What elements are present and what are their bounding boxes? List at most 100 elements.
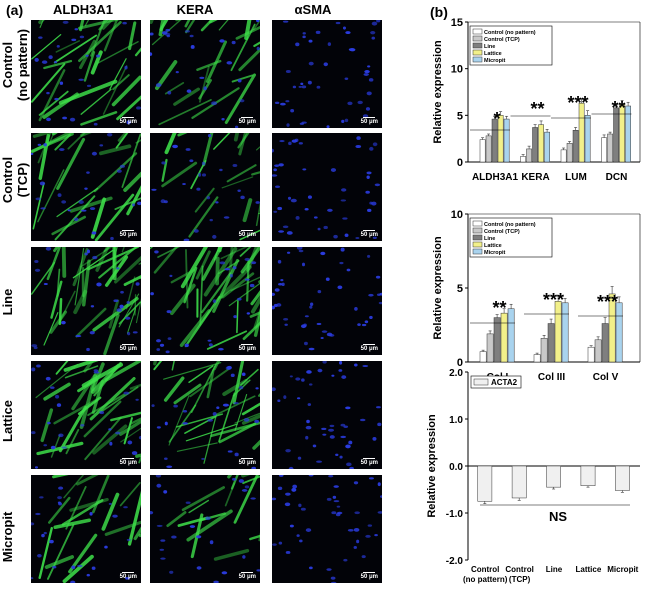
scale-bar-label: 50 μm (361, 572, 378, 580)
micrograph-control-tcp-asma: 50 μm (272, 133, 382, 241)
chart-2-y-tick-label: 10 (451, 209, 463, 221)
chart-2-bar (534, 355, 540, 362)
chart-2-bar (602, 324, 608, 362)
chart-1-y-axis-label: Relative expression (432, 40, 444, 144)
chart-3-bar (615, 466, 629, 490)
row-header-line: Line (0, 247, 30, 357)
chart-1-bar (608, 134, 613, 162)
chart-3-y-tick-label: 1.0 (449, 415, 463, 426)
chart-3-legend-swatch (474, 379, 488, 385)
scale-bar-label: 50 μm (239, 117, 256, 125)
chart-3-y-axis-label: Relative expression (426, 414, 438, 518)
chart-1-legend-swatch (473, 43, 482, 48)
chart-2-legend-label: Control (no pattern) (484, 222, 536, 228)
chart-2-bar (616, 303, 622, 362)
chart-2-bar (562, 303, 568, 362)
chart-1-bar (539, 125, 544, 162)
chart-1-bar (498, 115, 503, 162)
chart-3-significance-mark: NS (549, 509, 567, 524)
chart-2-legend-label: Control (TCP) (484, 229, 520, 235)
scale-bar-label: 50 μm (120, 344, 137, 352)
micrograph-lattice-aldh3a1: 50 μm (31, 361, 141, 469)
chart-1-bar (626, 106, 631, 162)
micrograph-control-tcp-aldh3a1: 50 μm (31, 133, 141, 241)
chart-1-legend-label: Micropit (484, 58, 506, 64)
chart-1-x-tick-label: DCN (606, 172, 628, 183)
chart-1-legend-swatch (473, 57, 482, 62)
chart-1-bar (614, 108, 619, 162)
chart-2-legend-label: Micropit (484, 250, 506, 256)
chart-3-x-tick-label: (no pattern) (463, 575, 508, 584)
chart-1-bar (504, 119, 509, 162)
column-header-asma: αSMA (258, 2, 368, 17)
micrograph-control-tcp-kera: 50 μm (150, 133, 260, 241)
chart-3-bar (547, 466, 561, 487)
row-header-control-no-pattern: Control (no pattern) (0, 10, 30, 120)
panel-b-label: (b) (430, 4, 448, 20)
chart-1-x-tick-label: LUM (565, 172, 587, 183)
chart-3-x-tick-label: Control (471, 565, 499, 574)
chart-1-bar (480, 140, 485, 162)
micrograph-control-no-pattern-asma: 50 μm (272, 20, 382, 128)
micrograph-control-no-pattern-kera: 50 μm (150, 20, 260, 128)
chart-2-bar (494, 318, 500, 362)
chart-3-x-tick-label: Line (546, 565, 563, 574)
chart-2-bar (555, 301, 561, 362)
chart-2-legend-swatch (473, 228, 482, 233)
row-header-lattice: Lattice (0, 366, 30, 476)
chart-3-x-tick-label: Micropit (607, 565, 638, 574)
micrograph-control-no-pattern-aldh3a1: 50 μm (31, 20, 141, 128)
chart-1-legend-box (470, 26, 552, 65)
chart-3-y-tick-label: -2.0 (446, 556, 464, 567)
chart-1-significance-mark: ** (611, 98, 625, 118)
chart-2-significance-mark: *** (543, 290, 564, 310)
chart-2-bar (508, 309, 514, 362)
chart-1-legend-swatch (473, 36, 482, 41)
chart-1-bar (567, 143, 572, 162)
micrograph-micropit-kera: 50 μm (150, 475, 260, 583)
scale-bar-label: 50 μm (239, 230, 256, 238)
chart-1-bar (585, 115, 590, 162)
scale-bar-label: 50 μm (361, 117, 378, 125)
chart-1-legend-label: Control (TCP) (484, 37, 520, 43)
chart-3-x-tick-label: Control (505, 565, 533, 574)
chart-2-legend-swatch (473, 235, 482, 240)
chart-2-y-tick-label: 5 (457, 283, 463, 295)
chart-3-x-tick-label: Lattice (576, 565, 602, 574)
chart-2-legend-label: Line (484, 236, 495, 242)
chart-2-legend-label: Lattice (484, 243, 502, 249)
micrograph-line-asma: 50 μm (272, 247, 382, 355)
chart-2-bar (487, 334, 493, 362)
scale-bar-label: 50 μm (361, 344, 378, 352)
chart-1-legend-label: Control (no pattern) (484, 30, 536, 36)
micrograph-line-aldh3a1: 50 μm (31, 247, 141, 355)
micrograph-micropit-asma: 50 μm (272, 475, 382, 583)
micrograph-lattice-kera: 50 μm (150, 361, 260, 469)
chart-1-y-tick-label: 15 (451, 17, 463, 29)
chart-3-y-tick-label: 0.0 (449, 462, 463, 473)
chart-1-y-tick-label: 10 (451, 64, 463, 76)
chart-2-y-tick-label: 0 (457, 357, 463, 369)
chart-2-bar (595, 340, 601, 362)
chart-1-bar (602, 138, 607, 162)
chart-1-bar (579, 103, 584, 162)
chart-1-legend-swatch (473, 29, 482, 34)
chart-1-bar (573, 130, 578, 162)
chart-1-bar (533, 127, 538, 162)
scale-bar-label: 50 μm (120, 458, 137, 466)
scale-bar-label: 50 μm (361, 230, 378, 238)
chart-3-bar (581, 466, 595, 486)
chart-1-legend-swatch (473, 50, 482, 55)
chart-2-significance-mark: *** (597, 292, 618, 312)
micrograph-micropit-aldh3a1: 50 μm (31, 475, 141, 583)
chart-1-bar (527, 149, 532, 162)
chart-3-legend-label: ACTA2 (491, 378, 518, 387)
chart-3-bar (478, 466, 492, 501)
chart-2-legend-box (470, 218, 552, 257)
scale-bar-label: 50 μm (120, 230, 137, 238)
chart-3-y-tick-label: -1.0 (446, 509, 464, 520)
column-header-aldh3a1: ALDH3A1 (28, 2, 138, 17)
chart-1-significance-mark: *** (567, 93, 588, 113)
chart-2-bar (588, 347, 594, 362)
row-header-control-tcp: Control (TCP) (0, 125, 30, 235)
